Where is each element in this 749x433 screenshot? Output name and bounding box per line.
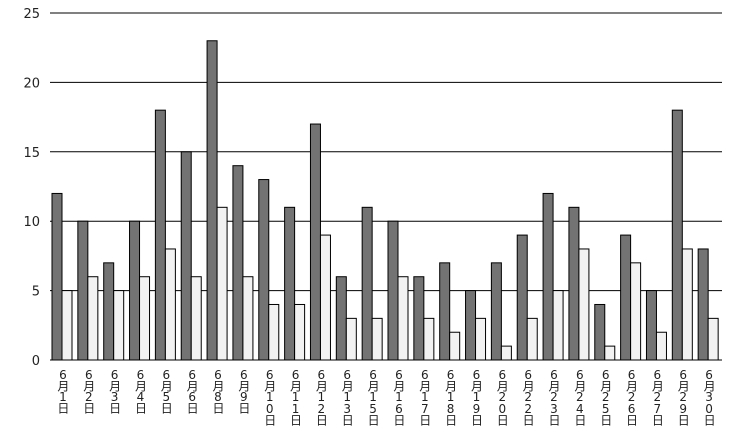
x-tick-label: 6月8日 xyxy=(211,368,225,414)
x-tick-label: 6月2日 xyxy=(82,368,96,414)
x-tick-label: 6月4日 xyxy=(133,368,147,414)
bar xyxy=(319,234,331,361)
bar xyxy=(113,290,125,361)
y-tick-label: 25 xyxy=(23,7,40,22)
bar xyxy=(129,220,141,361)
x-tick-label: 6月10日 xyxy=(263,368,277,426)
bar xyxy=(578,248,590,361)
bar xyxy=(345,317,357,361)
bar xyxy=(268,303,280,361)
bar xyxy=(490,262,502,361)
x-tick-label: 6月1日 xyxy=(56,368,70,414)
bar xyxy=(681,248,693,361)
x-tick-label: 6月17日 xyxy=(418,368,432,426)
bar xyxy=(475,317,487,361)
x-tick-label: 6月20日 xyxy=(495,368,509,426)
bar xyxy=(645,290,657,361)
bar xyxy=(154,109,166,361)
bar xyxy=(671,109,683,361)
bar xyxy=(180,151,192,361)
bar xyxy=(232,165,244,361)
y-tick-label: 20 xyxy=(23,76,40,91)
bar xyxy=(397,276,409,361)
bar xyxy=(139,276,151,361)
x-tick-label: 6月24日 xyxy=(573,368,587,426)
bar xyxy=(594,303,606,361)
bar xyxy=(707,317,719,361)
bar xyxy=(413,276,425,361)
bar xyxy=(552,290,564,361)
bar xyxy=(51,192,63,361)
bar xyxy=(697,248,709,361)
x-tick-label: 6月12日 xyxy=(314,368,328,426)
y-tick-label: 5 xyxy=(32,285,40,300)
x-tick-label: 6月25日 xyxy=(599,368,613,426)
x-tick-label: 6月11日 xyxy=(289,368,303,426)
x-tick-label: 6月23日 xyxy=(547,368,561,426)
bar xyxy=(335,276,347,361)
bar xyxy=(439,262,451,361)
bar xyxy=(242,276,254,361)
bar xyxy=(655,331,667,361)
bar xyxy=(542,192,554,361)
x-tick-label: 6月19日 xyxy=(469,368,483,426)
x-tick-label: 6月18日 xyxy=(444,368,458,426)
bar xyxy=(361,206,373,361)
bar xyxy=(465,290,477,361)
y-tick-label: 15 xyxy=(23,146,40,161)
bar xyxy=(604,345,616,361)
x-tick-label: 6月5日 xyxy=(159,368,173,414)
bar xyxy=(630,262,642,361)
x-tick-label: 6月9日 xyxy=(237,368,251,414)
bar xyxy=(423,317,435,361)
bar xyxy=(526,317,538,361)
bar xyxy=(87,276,99,361)
y-tick-label: 10 xyxy=(23,215,40,230)
x-tick-label: 6月22日 xyxy=(521,368,535,426)
bar xyxy=(516,234,528,361)
bar xyxy=(258,179,270,361)
bar xyxy=(77,220,89,361)
bar xyxy=(216,206,228,361)
bar xyxy=(61,290,73,361)
x-tick-label: 6月26日 xyxy=(625,368,639,426)
bar xyxy=(103,262,115,361)
x-tick-label: 6月15日 xyxy=(366,368,380,426)
bar xyxy=(371,317,383,361)
x-tick-label: 6月29日 xyxy=(676,368,690,426)
bar xyxy=(164,248,176,361)
bar xyxy=(500,345,512,361)
x-tick-label: 6月3日 xyxy=(108,368,122,414)
bar xyxy=(309,123,321,361)
bar xyxy=(387,220,399,361)
bar xyxy=(284,206,296,361)
x-tick-label: 6月30日 xyxy=(702,368,716,426)
bar xyxy=(620,234,632,361)
bar xyxy=(190,276,202,361)
x-tick-label: 6月27日 xyxy=(650,368,664,426)
bar xyxy=(449,331,461,361)
y-tick-label: 0 xyxy=(32,354,40,369)
bar xyxy=(568,206,580,361)
x-tick-label: 6月16日 xyxy=(392,368,406,426)
x-tick-label: 6月6日 xyxy=(185,368,199,414)
x-tick-label: 6月13日 xyxy=(340,368,354,426)
bar xyxy=(294,303,306,361)
bar xyxy=(206,40,218,361)
